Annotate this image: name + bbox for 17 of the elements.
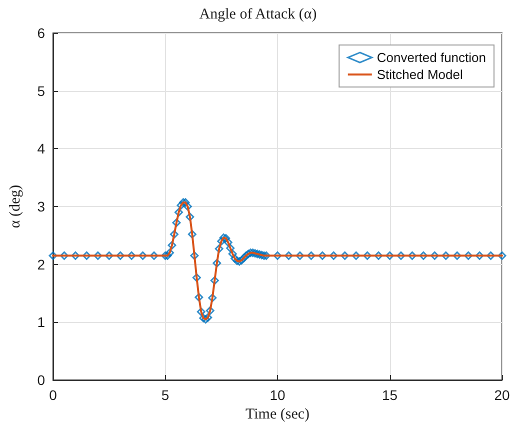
x-tick-label: 5: [161, 387, 170, 403]
y-tick-label: 0: [37, 372, 46, 388]
chart-title: Angle of Attack (α): [199, 6, 317, 22]
y-tick-label: 2: [37, 256, 46, 272]
x-axis-title: Time (sec): [245, 406, 310, 422]
legend-label: Converted function: [376, 50, 486, 65]
y-axis-title: α (deg): [8, 184, 24, 228]
x-tick-label: 10: [270, 387, 286, 403]
y-tick-label: 1: [37, 314, 46, 330]
y-tick-label: 4: [37, 140, 46, 157]
y-tick-label: 6: [37, 25, 46, 41]
y-tick-label: 5: [37, 82, 46, 99]
x-tick-label: 0: [49, 387, 58, 403]
x-tick-label: 20: [494, 387, 510, 403]
x-tick-label: 15: [382, 387, 398, 403]
y-tick-label: 3: [37, 198, 46, 214]
legend-label: Stitched Model: [376, 67, 463, 82]
